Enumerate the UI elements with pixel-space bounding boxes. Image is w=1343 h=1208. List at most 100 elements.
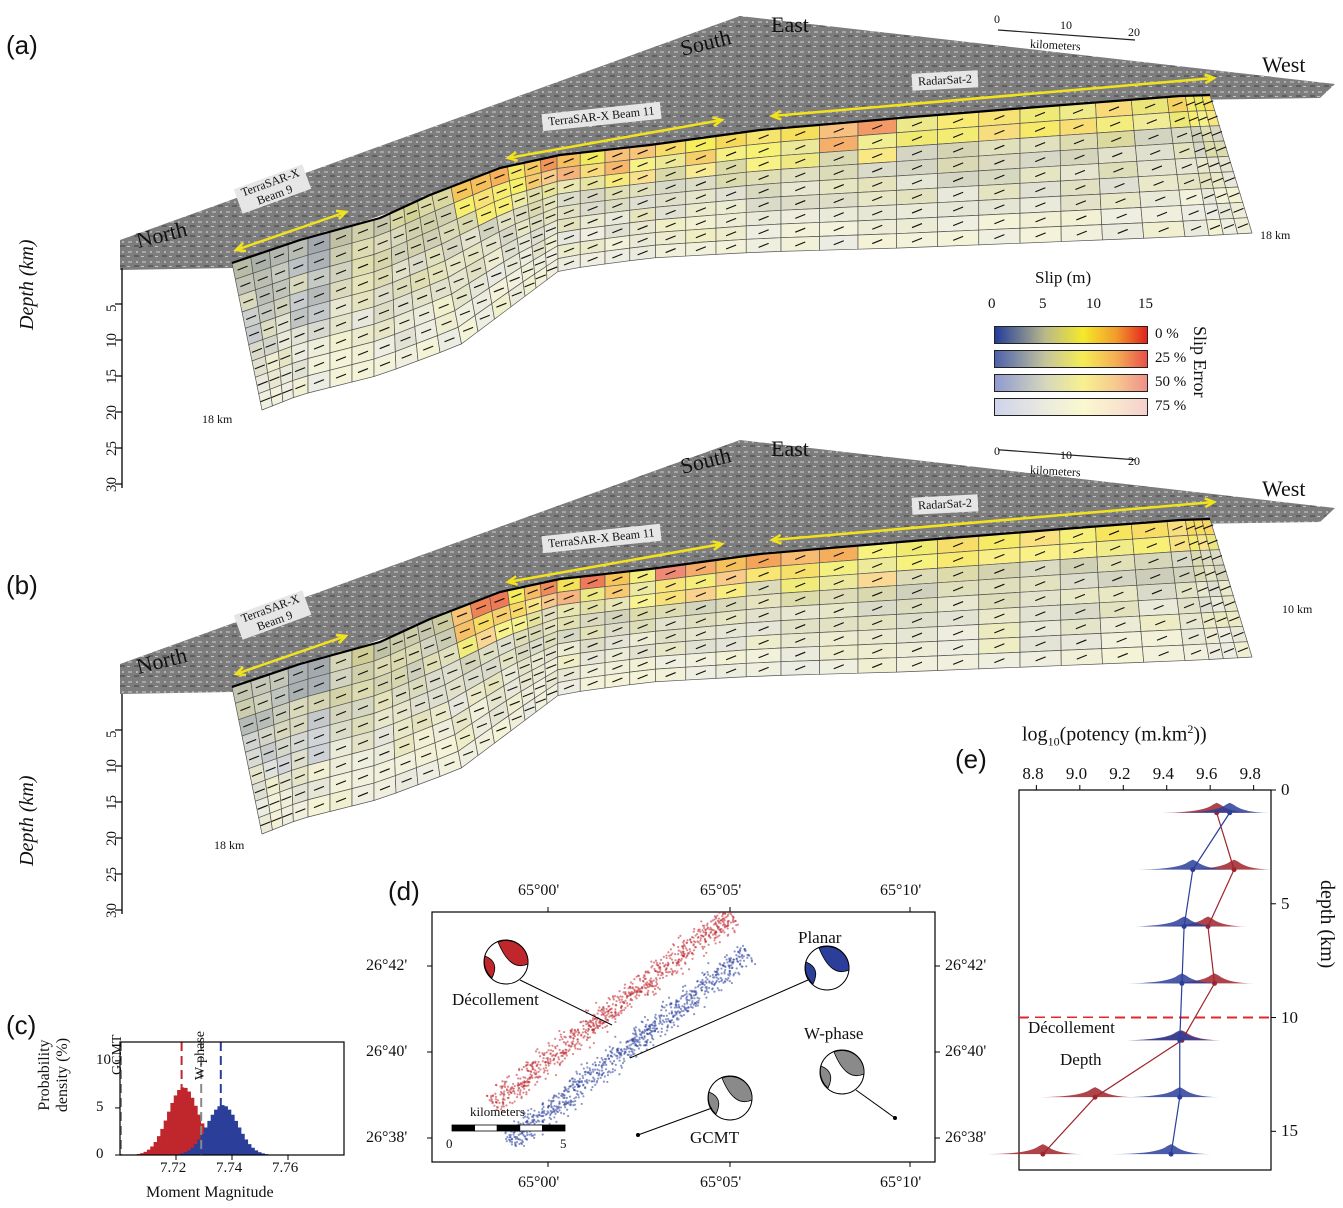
panel-b-slip-vector (1034, 535, 1046, 541)
panel-d-decollement-point (699, 939, 702, 942)
panel-b-slip-vector (872, 548, 883, 554)
panel-d-decollement-point (574, 1047, 577, 1050)
panel-d-decollement-point (678, 964, 681, 967)
panel-c-bar-1 (230, 1114, 235, 1155)
panel-d-decollement-point (713, 915, 716, 918)
panel-b-slip-vector (357, 774, 369, 780)
panel-b-slip-vector (529, 616, 540, 622)
panel-a-slip-vector (795, 144, 806, 150)
panel-a-slip-vector (1200, 178, 1212, 184)
panel-b-slip-vector (335, 728, 347, 734)
panel-a-slip-vector (478, 195, 489, 201)
panel-e-ytick-label: 15 (1281, 1121, 1298, 1141)
panel-a-slip-vector (725, 217, 737, 223)
panel-b-slip-vector (637, 623, 648, 629)
panel-a-slip-vector (529, 192, 540, 198)
panel-d-decollement-point (675, 964, 678, 967)
panel-a-slip-vector (758, 215, 769, 221)
panel-a-slip-vector (496, 188, 507, 194)
panel-b-slip-vector (440, 636, 452, 642)
panel-b-slip-vector (1197, 586, 1209, 592)
panel-b-slip-vector (1201, 555, 1213, 561)
panel-a-slip-vector (534, 260, 546, 266)
panel-c-bar-1 (254, 1150, 259, 1155)
panel-e-distribution-1 (1111, 1144, 1212, 1155)
panel-e-point-1 (1181, 924, 1187, 930)
panel-b-slip-vector (911, 559, 923, 565)
panel-b-slip-vector (532, 657, 543, 663)
panel-a-slip-vector (524, 282, 535, 288)
panel-b-slip-vector (527, 589, 538, 595)
panel-a-slip-vector (637, 162, 648, 168)
panel-a-slip-vector (335, 286, 347, 292)
panel-d-decollement-point (553, 1062, 556, 1065)
panel-b-slip-vector (1035, 581, 1046, 587)
panel-a-slip-vector (872, 153, 883, 159)
panel-b-slip-vector (587, 629, 598, 636)
panel-a-depth-right-label: 18 km (1260, 228, 1291, 242)
panel-a-slip-vector (911, 164, 923, 171)
panel-b-slip-vector (1190, 649, 1202, 655)
panel-a-slip-vector (1205, 146, 1216, 152)
panel-d-decollement-point (692, 949, 696, 952)
panel-b-slip-vector (695, 618, 707, 624)
panel-a-slip-vector (335, 304, 347, 310)
panel-a-slip-vector (483, 226, 494, 232)
panel-d-decollement-point (561, 1054, 564, 1058)
panel-a-slip-vector (1220, 208, 1231, 214)
panel-a-slip-vector (257, 276, 268, 282)
panel-a-slip-vector (665, 197, 676, 203)
panel-b-slip-vector (516, 635, 527, 641)
panel-a-slip-vector (1223, 223, 1235, 230)
panel-a-slip-vector (432, 270, 444, 276)
panel-d-decollement-point (500, 1092, 504, 1095)
panel-a-slip-vector (512, 183, 524, 189)
panel-d-decollement-point (536, 1063, 539, 1066)
panel-a-slip-vector (1203, 100, 1214, 106)
panel-b-slip-vector (545, 651, 557, 657)
panel-b-slip-vector (260, 821, 271, 827)
panel-a-slip-vector (377, 240, 388, 246)
panel-a-east-label: East (771, 12, 809, 37)
panel-b-slip-vector (911, 661, 923, 667)
panel-d-decollement-point (657, 973, 660, 976)
panel-b-slip-vector (725, 588, 737, 594)
panel-a-slip-vector (637, 174, 648, 180)
panel-e-xtick-label: 9.6 (1196, 764, 1218, 783)
panel-d-decollement-point (682, 947, 685, 950)
panel-a-slip-vector (952, 162, 964, 168)
panel-b-slip-vector (1108, 530, 1120, 536)
panel-a-slip-vector (1075, 200, 1087, 206)
panel-d-decollement-point (709, 926, 712, 929)
panel-a-slip-vector (1153, 180, 1164, 186)
panel-b-slip-vector (994, 568, 1005, 574)
panel-b-slip-vector (758, 571, 769, 577)
panel-a-slip-vector (994, 204, 1005, 210)
panel-e-point-1 (1168, 1151, 1174, 1157)
panel-b-beam11-arrow-head (505, 575, 518, 586)
panel-a-slip-vector (459, 204, 471, 210)
panel-b-slip-vector (294, 739, 305, 745)
panel-b-slip-vector (1216, 617, 1227, 623)
panel-c-bar-1 (207, 1120, 212, 1155)
panel-d-decollement-point (605, 1014, 608, 1017)
panel-b-slip-vector (480, 635, 492, 641)
panel-a-depth-left-label: 18 km (202, 412, 233, 426)
panel-a-slip-vector (517, 225, 529, 231)
panel-e-xlabel-mid: (potency (m.km (1059, 723, 1188, 746)
panel-d-decollement-point (719, 928, 722, 931)
panel-b-slip-vector (612, 652, 623, 658)
panel-c-bar-0 (177, 1090, 181, 1155)
panel-d-decollement-point (702, 931, 705, 934)
panel-b-slip-vector (237, 689, 248, 695)
panel-a-slip-vector (486, 241, 497, 247)
panel-b-slip-vector (587, 668, 598, 674)
panel-b-slip-vector (1206, 633, 1218, 639)
panel-a-slip-vector (527, 165, 538, 171)
panel-b-slip-vector (444, 761, 455, 767)
panel-b-slip-vector (952, 659, 964, 665)
panel-d-decollement-point (525, 1067, 528, 1070)
panel-a-slip-vector (1034, 126, 1046, 132)
panel-d-decollement-point (503, 1084, 506, 1087)
panel-d-decollement-point (573, 1045, 576, 1048)
